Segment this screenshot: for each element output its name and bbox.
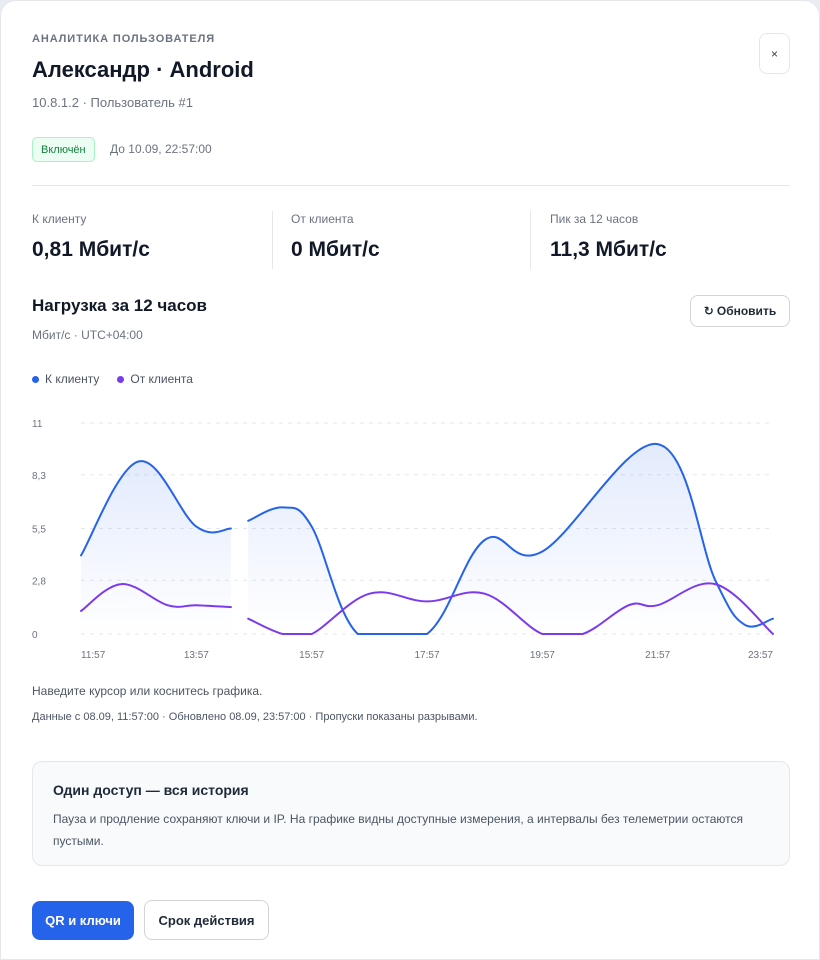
refresh-icon: ↻ [703, 304, 714, 318]
series-line-1-0 [80, 583, 232, 612]
stat-divider [272, 211, 273, 269]
legend-label: От клиента [130, 372, 193, 386]
x-tick-label: 19:57 [530, 650, 555, 661]
y-tick-label: 2,8 [32, 576, 46, 587]
chart-units: Мбит/с · UTC+04:00 [32, 328, 143, 342]
series-area-0-0 [81, 461, 231, 634]
stat-label: К клиенту [32, 212, 87, 226]
legend-dot [117, 375, 125, 383]
stat-label: Пик за 12 часов [550, 212, 639, 226]
load-chart[interactable]: 11 8,3 5,5 2,8 0 11:57 13:57 15:57 17:57 19:57 21:… [1, 401, 820, 671]
info-callout: Один доступ — вся история Пауза и продле… [32, 761, 790, 866]
x-tick-label: 23:57 [748, 650, 773, 661]
x-tick-label: 21:57 [645, 650, 670, 661]
close-button[interactable]: × [759, 33, 790, 74]
y-tick-label: 8,3 [32, 471, 46, 482]
legend-label: К клиенту [45, 372, 100, 386]
x-tick-label: 17:57 [414, 650, 439, 661]
series-line-1-1 [247, 582, 774, 635]
page-title: Александр · Android [32, 57, 254, 82]
expiry-button[interactable]: Срок действия [144, 900, 269, 940]
stat-to-client: К клиенту 0,81 Мбит/с [32, 212, 150, 269]
series-area-0-1 [248, 443, 773, 634]
info-title: Один доступ — вся история [53, 782, 249, 798]
refresh-button[interactable]: ↻ Обновить [690, 295, 790, 327]
x-tick-label: 11:57 [81, 650, 106, 661]
data-range-meta: Данные с 08.09, 11:57:00 · Обновлено 08.… [32, 711, 478, 723]
chart-legend: К клиенту От клиента [32, 372, 193, 386]
series-line-0-1 [247, 443, 774, 635]
stat-divider [530, 211, 531, 269]
status-badge: Включён [32, 137, 95, 162]
panel-eyebrow: АНАЛИТИКА ПОЛЬЗОВАТЕЛЯ [32, 33, 216, 45]
series-line-0-0 [80, 460, 232, 557]
stat-value: 0 Мбит/с [291, 238, 380, 261]
stat-from-client: От клиента 0 Мбит/с [291, 212, 380, 269]
info-text: Пауза и продление сохраняют ключи и IP. … [53, 812, 743, 848]
y-tick-label: 0 [32, 630, 38, 641]
refresh-label: Обновить [716, 304, 777, 318]
stat-value: 0,81 Мбит/с [32, 238, 150, 261]
chart-title: Нагрузка за 12 часов [32, 296, 207, 315]
user-subtitle: 10.8.1.2 · Пользователь #1 [32, 95, 193, 110]
y-tick-label: 11 [32, 419, 43, 430]
legend-item-from-client[interactable]: От клиента [117, 372, 193, 386]
y-tick-label: 5,5 [32, 525, 46, 536]
legend-item-to-client[interactable]: К клиенту [32, 372, 99, 386]
stat-label: От клиента [291, 212, 354, 226]
qr-keys-button[interactable]: QR и ключи [32, 901, 134, 940]
divider [32, 185, 790, 186]
x-tick-label: 15:57 [299, 650, 324, 661]
status-expiry: До 10.09, 22:57:00 [110, 142, 212, 156]
legend-dot [32, 375, 39, 383]
stat-peak: Пик за 12 часов 11,3 Мбит/с [550, 212, 667, 269]
close-icon: × [770, 46, 778, 61]
x-tick-label: 13:57 [184, 650, 209, 661]
stat-value: 11,3 Мбит/с [550, 238, 667, 261]
chart-hint: Наведите курсор или коснитесь графика. [32, 684, 263, 698]
